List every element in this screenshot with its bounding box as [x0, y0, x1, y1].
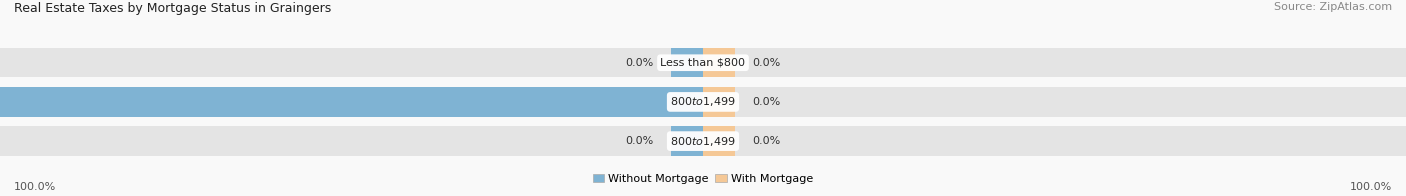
Bar: [0, 87, 703, 117]
Text: $800 to $1,499: $800 to $1,499: [671, 95, 735, 108]
Bar: [672, 126, 703, 156]
Text: 0.0%: 0.0%: [752, 136, 780, 146]
Text: 0.0%: 0.0%: [752, 58, 780, 68]
Bar: [703, 126, 734, 156]
Bar: [0, 48, 1406, 77]
Text: 0.0%: 0.0%: [626, 136, 654, 146]
Text: 0.0%: 0.0%: [752, 97, 780, 107]
Bar: [672, 48, 703, 77]
Bar: [703, 87, 734, 117]
Text: 100.0%: 100.0%: [1350, 182, 1392, 192]
Text: 0.0%: 0.0%: [626, 58, 654, 68]
Bar: [0, 87, 1406, 117]
Legend: Without Mortgage, With Mortgage: Without Mortgage, With Mortgage: [588, 170, 818, 189]
Text: Less than $800: Less than $800: [661, 58, 745, 68]
Bar: [0, 126, 1406, 156]
Text: Source: ZipAtlas.com: Source: ZipAtlas.com: [1274, 2, 1392, 12]
Text: Real Estate Taxes by Mortgage Status in Graingers: Real Estate Taxes by Mortgage Status in …: [14, 2, 332, 15]
Text: $800 to $1,499: $800 to $1,499: [671, 135, 735, 148]
Bar: [703, 48, 734, 77]
Text: 100.0%: 100.0%: [14, 182, 56, 192]
